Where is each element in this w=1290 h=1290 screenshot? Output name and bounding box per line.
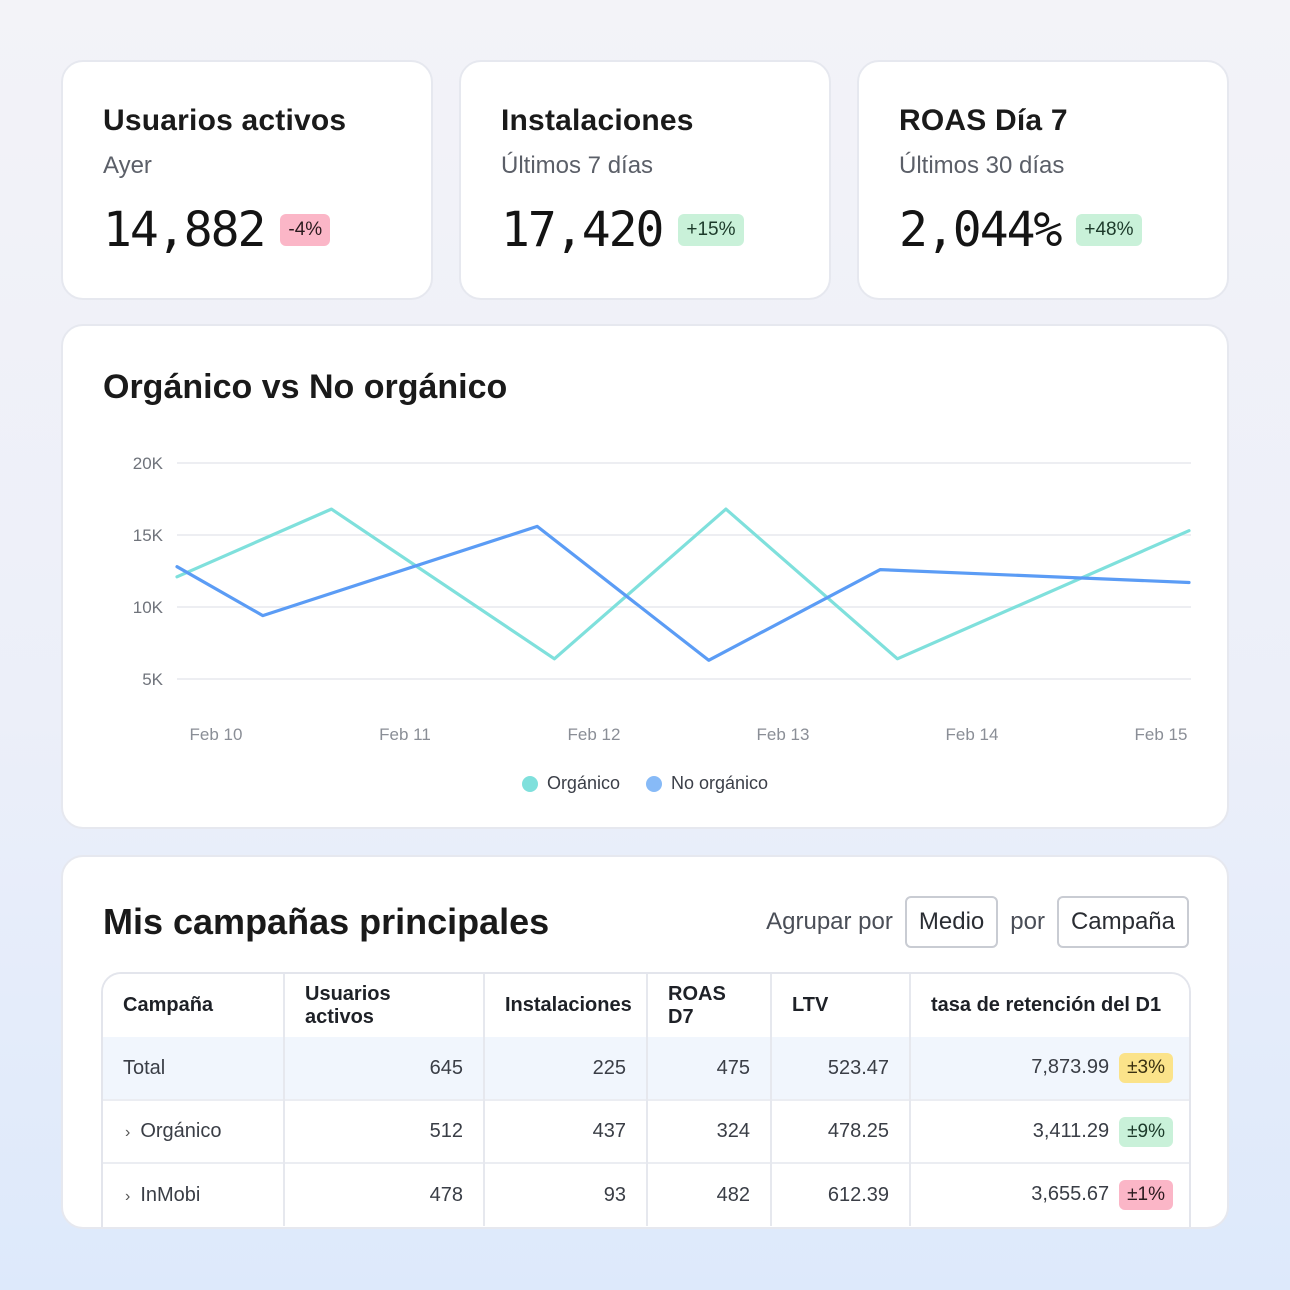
kpi-card-installs: Instalaciones Últimos 7 días 17,420 +15% [459,60,831,300]
table-row-total: Total 645 225 475 523.47 7,873.99 ±3% [103,1037,1189,1100]
cell-ltv: 523.47 [771,1037,911,1100]
legend-item-organic[interactable]: Orgánico [521,773,620,794]
kpi-subtitle: Últimos 30 días [899,152,1065,179]
x-tick-label: Feb 15 [1135,725,1188,744]
cell-campaign: › InMobi [103,1162,285,1226]
kpi-delta-badge: +15% [678,214,744,246]
retention-value: 7,873.99 [1031,1056,1110,1078]
chart-card: 20K 15K 10K 5K Feb 10 Feb 11 Feb 12 Feb 13 Feb 1… [61,324,1229,829]
legend-label: Orgánico [546,773,620,793]
kpi-title: ROAS Día 7 [899,104,1068,137]
table-row[interactable]: › Orgánico 512 437 324 478.25 3,411.29 ±9% [103,1099,1189,1163]
group-by-campaign-button[interactable]: Campaña [1056,896,1189,948]
retention-delta-badge: ±1% [1119,1180,1173,1210]
x-tick-label: Feb 13 [757,725,810,744]
retention-delta-badge: ±3% [1119,1053,1173,1083]
cell-ltv: 612.39 [771,1162,911,1226]
legend-item-non-organic[interactable]: No orgánico [645,773,769,794]
y-tick-label: 10K [133,598,164,617]
campaigns-card: Mis campañas principales Agrupar por Med… [61,855,1229,1229]
kpi-delta-badge: +48% [1076,214,1142,246]
y-tick-label: 15K [133,526,164,545]
legend-dot-icon [645,775,662,792]
group-by-medium-button[interactable]: Medio [904,896,999,948]
cell-users: 645 [284,1037,485,1100]
group-by-controls: Agrupar por Medio por Campaña [766,896,1189,948]
chart-title: Orgánico vs No orgánico [103,368,508,406]
legend-dot-icon [521,775,538,792]
cell-roas: 482 [647,1162,772,1226]
cell-roas: 324 [647,1099,772,1163]
cell-installs: 225 [484,1037,648,1100]
kpi-card-roas: ROAS Día 7 Últimos 30 días 2,044% +48% [857,60,1229,300]
column-header[interactable]: Campaña [103,974,285,1037]
table-header-row: Campaña Usuarios activos Instalaciones R… [103,974,1189,1037]
kpi-subtitle: Últimos 7 días [501,152,654,179]
kpi-title: Instalaciones [501,104,694,137]
kpi-delta-badge: -4% [280,214,331,246]
series-line-non-organic [175,524,1191,662]
retention-value: 3,655.67 [1031,1183,1110,1205]
cell-retention: 3,655.67 ±1% [910,1162,1189,1226]
kpi-subtitle: Ayer [103,152,152,179]
column-header[interactable]: ROAS D7 [647,974,772,1037]
column-header[interactable]: Usuarios activos [284,974,485,1037]
cell-ltv: 478.25 [771,1099,911,1163]
campaigns-table: Campaña Usuarios activos Instalaciones R… [101,972,1191,1227]
cell-campaign: Total [103,1037,285,1100]
y-tick-label: 20K [133,454,164,473]
table-row[interactable]: › InMobi 478 93 482 612.39 3,655.67 ±1% [103,1162,1189,1226]
chevron-right-icon[interactable]: › [125,1187,131,1205]
kpi-card-active-users: Usuarios activos Ayer 14,882 -4% [61,60,433,300]
x-tick-label: Feb 11 [379,725,431,744]
group-by-label: Agrupar por [766,908,893,935]
kpi-value: 2,044% [899,202,1062,258]
y-tick-label: 5K [142,670,163,689]
chevron-right-icon[interactable]: › [125,1124,131,1141]
column-header[interactable]: LTV [771,974,911,1037]
legend-label: No orgánico [670,773,769,793]
campaigns-title: Mis campañas principales [103,901,550,942]
cell-retention: 7,873.99 ±3% [910,1037,1189,1100]
series-line-organic [175,507,1191,661]
line-chart: 20K 15K 10K 5K Feb 10 Feb 11 Feb 12 Feb 13 Feb 1… [133,454,1191,744]
retention-delta-badge: ±9% [1119,1116,1173,1147]
chart-legend: Orgánico No orgánico [63,773,1227,794]
group-by-connector: por [1010,908,1045,935]
kpi-title: Usuarios activos [103,104,347,137]
cell-users: 478 [284,1162,485,1226]
kpi-value: 14,882 [103,202,266,258]
kpi-value: 17,420 [501,202,664,258]
x-tick-label: Feb 12 [568,725,621,744]
cell-retention: 3,411.29 ±9% [910,1099,1189,1163]
x-tick-label: Feb 14 [946,725,999,744]
cell-campaign: › Orgánico [103,1099,285,1163]
cell-users: 512 [284,1099,485,1163]
column-header[interactable]: Instalaciones [484,974,648,1037]
cell-roas: 475 [647,1037,772,1100]
campaign-name: Orgánico [140,1120,222,1142]
retention-value: 3,411.29 [1032,1119,1110,1142]
cell-installs: 93 [484,1162,648,1226]
x-tick-label: Feb 10 [190,725,243,744]
cell-installs: 437 [484,1099,648,1163]
column-header[interactable]: tasa de retención del D1 [910,974,1189,1037]
campaign-name: InMobi [140,1183,201,1206]
